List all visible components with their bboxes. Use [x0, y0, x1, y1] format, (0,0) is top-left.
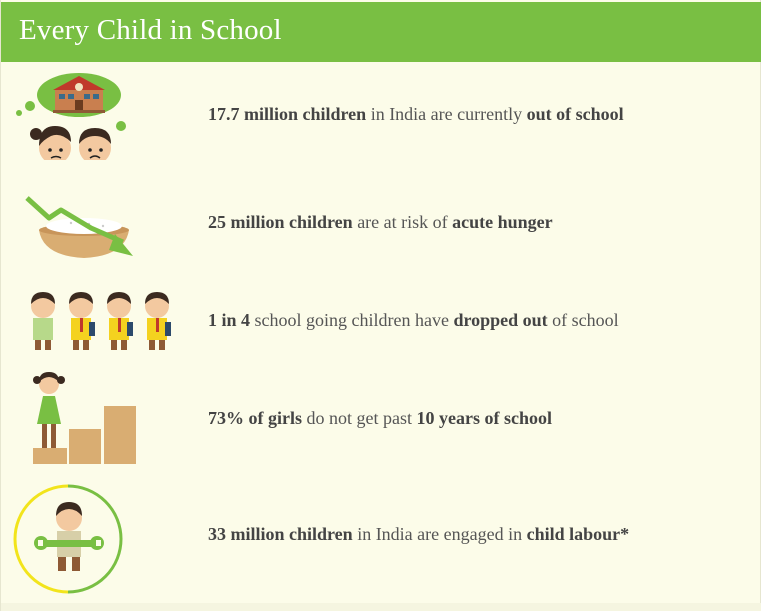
stat-highlight: 73% of girls [208, 408, 302, 428]
dropout-children-icon [11, 290, 171, 365]
girls-education-steps-icon [11, 372, 141, 471]
stat-highlight: 25 million children [208, 212, 353, 232]
stat-row-child-labour: 33 million children in India are engaged… [1, 482, 761, 598]
stat-highlight: dropped out [453, 310, 548, 330]
stat-row-out-of-school: 17.7 million children in India are curre… [1, 70, 761, 164]
stat-highlight: out of school [526, 104, 624, 124]
acute-hunger-icon [11, 190, 141, 275]
stat-highlight: 33 million children [208, 524, 353, 544]
stat-text-out-of-school: 17.7 million children in India are curre… [208, 104, 624, 125]
stat-row-dropped-out: 1 in 4 school going children have droppe… [1, 290, 761, 360]
page-title: Every Child in School [19, 14, 282, 46]
stat-highlight: 17.7 million children [208, 104, 367, 124]
stat-highlight: 1 in 4 [208, 310, 251, 330]
stat-plain: in India are currently [366, 104, 527, 124]
stat-text-child-labour: 33 million children in India are engaged… [208, 524, 629, 545]
stat-plain: school going children have [250, 310, 454, 330]
stat-row-girls-education: 73% of girls do not get past 10 years of… [1, 372, 761, 466]
stat-plain: do not get past [302, 408, 417, 428]
stat-text-acute-hunger: 25 million children are at risk of acute… [208, 212, 553, 233]
stat-highlight: acute hunger [452, 212, 553, 232]
stat-plain: of school [547, 310, 619, 330]
stat-highlight: child labour* [526, 524, 630, 544]
stat-text-girls-education: 73% of girls do not get past 10 years of… [208, 408, 552, 429]
stat-row-acute-hunger: 25 million children are at risk of acute… [1, 190, 761, 270]
stat-plain: in India are engaged in [352, 524, 527, 544]
stat-highlight: 10 years of school [416, 408, 552, 428]
stat-text-dropped-out: 1 in 4 school going children have droppe… [208, 310, 619, 331]
header-bar: Every Child in School [1, 2, 761, 62]
bottom-border [1, 603, 761, 611]
stat-plain: are at risk of [352, 212, 453, 232]
out-of-school-children-icon [11, 70, 141, 165]
child-labour-icon [11, 482, 141, 603]
